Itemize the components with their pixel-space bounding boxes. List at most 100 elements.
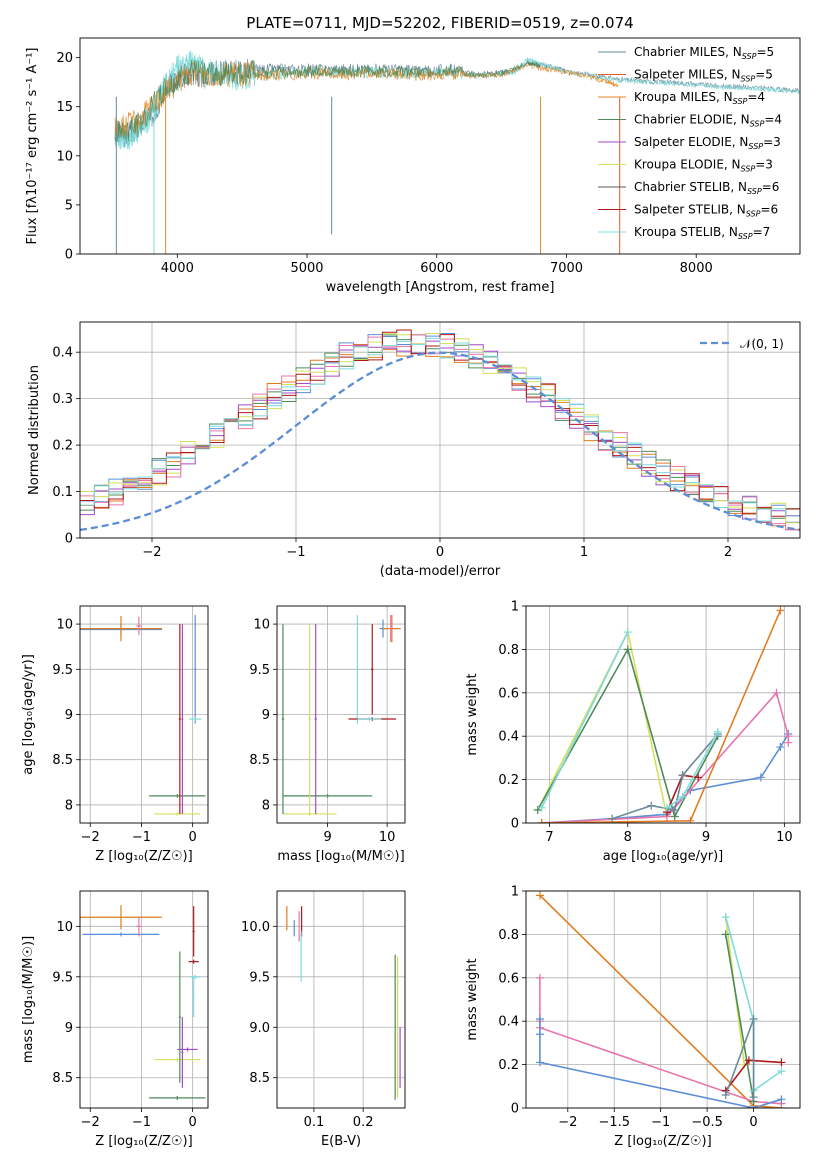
x-tick-label: 9 xyxy=(702,830,710,845)
axes-frame xyxy=(276,890,406,1109)
x-tick-label: −1 xyxy=(286,545,305,560)
x-axis-label: Z [log₁₀(Z/Z☉)] xyxy=(614,1134,711,1149)
legend-subscript: SSP xyxy=(748,142,763,151)
x-axis-label: E(B-V) xyxy=(321,1134,361,1149)
legend-text: Kroupa STELIB, N xyxy=(634,225,738,239)
plot-area xyxy=(80,615,206,816)
y-tick-label: 8 xyxy=(262,798,270,813)
weight-marker xyxy=(678,792,687,801)
y-axis-label: age [log₁₀(age/yr)] xyxy=(21,654,36,775)
legend-text: =5 xyxy=(755,68,773,82)
residuals-panel: −2 −1 0 1 2 0 0.1 0.2 0.3 0.4 (data-model)/error No… xyxy=(27,321,801,579)
spectrum-line xyxy=(114,60,619,139)
weight-marker xyxy=(694,773,703,782)
x-tick-label: −1 xyxy=(132,1115,151,1130)
y-tick-label: 9.5 xyxy=(52,663,73,678)
weight-marker xyxy=(608,814,617,823)
x-tick-label: 4000 xyxy=(161,261,194,276)
weight-marker xyxy=(686,816,695,823)
weight-marker xyxy=(776,606,785,615)
weight-marker xyxy=(777,1095,786,1104)
y-tick-label: 9.5 xyxy=(52,970,73,985)
y-tick-label: 10 xyxy=(56,149,73,164)
y-tick-label: 15 xyxy=(56,100,73,115)
legend-text: Kroupa ELODIE, N xyxy=(634,158,741,172)
weight-marker xyxy=(777,1067,786,1076)
y-tick-label: 9 xyxy=(65,1021,73,1036)
weight-marker xyxy=(537,819,546,823)
weight-marker xyxy=(537,803,546,812)
weight-marker xyxy=(623,628,632,637)
weight-marker xyxy=(744,1056,753,1065)
y-tick-label: 0.4 xyxy=(52,346,73,361)
weight-marker xyxy=(721,1090,730,1099)
legend-text: =6 xyxy=(760,203,778,217)
axes-frame xyxy=(276,605,406,824)
legend-text: =4 xyxy=(747,90,765,104)
legend-text: Chabrier MILES, N xyxy=(634,45,742,59)
x-tick-label: −2 xyxy=(142,545,161,560)
y-axis-label: Flux [fλ10⁻¹⁷ erg cm⁻² s⁻¹ A⁻¹] xyxy=(25,48,40,245)
x-tick-label: −1.5 xyxy=(598,1115,630,1130)
x-tick-label: 0 xyxy=(188,1115,196,1130)
plot-area xyxy=(533,606,793,823)
legend-label: Salpeter STELIB, NSSP=6 xyxy=(634,203,778,219)
y-axis-label: mass [log₁₀(M/M☉)] xyxy=(21,936,36,1063)
x-tick-label: 1 xyxy=(580,545,588,560)
weight-vs-metallicity-panel: −2 −1.5 −1 −0.5 0 0 0.2 0.4 0.6 0.8 1 Z [log₁₀(Z/Z☉… xyxy=(465,885,801,1149)
legend-text: =3 xyxy=(755,158,773,172)
x-tick-label: −1 xyxy=(651,1115,670,1130)
legend-label: Salpeter ELODIE, NSSP=3 xyxy=(634,135,781,151)
weight-marker xyxy=(756,773,765,782)
x-axis-label: Z [log₁₀(Z/Z☉)] xyxy=(95,1134,192,1149)
weight-marker xyxy=(776,743,785,752)
spectrum-line xyxy=(114,59,541,143)
x-tick-label: −2 xyxy=(81,1115,100,1130)
y-tick-label: 0.2 xyxy=(52,439,73,454)
weight-marker xyxy=(784,738,793,747)
y-tick-label: 0.8 xyxy=(498,643,519,658)
x-tick-label: −2 xyxy=(81,830,100,845)
y-axis-label: mass weight xyxy=(465,673,480,755)
y-tick-label: 8.5 xyxy=(249,753,270,768)
y-tick-label: 10.0 xyxy=(241,920,270,935)
weight-marker xyxy=(721,930,730,939)
x-axis-label: wavelength [Angstrom, rest frame] xyxy=(326,280,555,295)
weight-marker xyxy=(535,1058,544,1067)
y-tick-label: 8.5 xyxy=(52,753,73,768)
y-tick-label: 1 xyxy=(511,885,519,900)
mass-vs-metallicity-panel: −2 −1 0 8.5 9 9.5 10 Z [log₁₀(Z/Z☉)] mass [log₁₀… xyxy=(21,890,209,1149)
plot-area xyxy=(281,615,401,816)
legend-subscript: SSP xyxy=(742,52,757,61)
axes-frame xyxy=(79,605,209,824)
age-vs-metallicity-panel: −2 −1 0 8 8.5 9 9.5 10 Z [log₁₀(Z/Z☉)] age [log₁₀… xyxy=(21,605,209,864)
y-tick-label: 9 xyxy=(65,708,73,723)
y-tick-label: 0.8 xyxy=(498,928,519,943)
y-tick-label: 0.3 xyxy=(52,392,73,407)
y-axis-label: mass weight xyxy=(465,958,480,1040)
y-tick-label: 0.6 xyxy=(498,686,519,701)
legend-label: Chabrier STELIB, NSSP=6 xyxy=(634,180,779,196)
weight-marker xyxy=(535,1015,544,1024)
weight-marker xyxy=(647,801,656,810)
y-tick-label: 1 xyxy=(511,600,519,615)
y-tick-label: 0.4 xyxy=(498,730,519,745)
x-tick-label: 7 xyxy=(545,830,553,845)
legend-label: Chabrier ELODIE, NSSP=4 xyxy=(634,113,782,129)
y-tick-label: 0.6 xyxy=(498,971,519,986)
y-tick-label: 0 xyxy=(65,532,73,547)
x-axis-label: age [log₁₀(age/yr)] xyxy=(603,849,724,864)
y-tick-label: 20 xyxy=(56,51,73,66)
x-tick-label: 7000 xyxy=(550,261,583,276)
legend-text: Chabrier STELIB, N xyxy=(634,180,747,194)
legend-text: =3 xyxy=(763,135,781,149)
figure-title: PLATE=0711, MJD=52202, FIBERID=0519, z=0… xyxy=(246,14,633,32)
x-tick-label: −0.5 xyxy=(691,1115,723,1130)
legend-text: Kroupa MILES, N xyxy=(634,90,733,104)
weight-marker xyxy=(670,805,679,814)
y-tick-label: 10 xyxy=(56,618,73,633)
weight-marker xyxy=(777,1058,786,1067)
x-axis-label: Z [log₁₀(Z/Z☉)] xyxy=(95,849,192,864)
y-tick-label: 9.5 xyxy=(249,663,270,678)
x-tick-label: 8000 xyxy=(680,261,713,276)
